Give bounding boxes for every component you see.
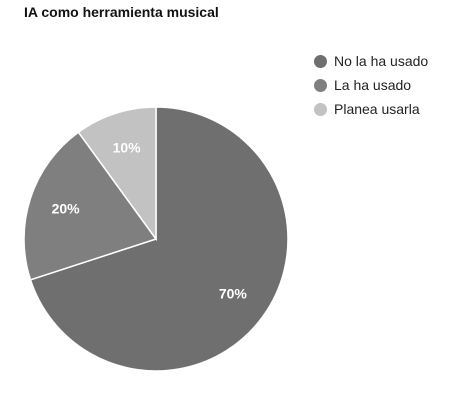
legend-swatch-icon (314, 55, 327, 68)
pie-slices (23, 106, 289, 372)
chart-legend: No la ha usado La ha usado Planea usarla (314, 52, 454, 124)
legend-item-planea-usarla[interactable]: Planea usarla (314, 100, 454, 119)
pie-slice-la-ha-usado[interactable] (23, 131, 158, 281)
legend-label: No la ha usado (334, 53, 429, 69)
legend-item-la-ha-usado[interactable]: La ha usado (314, 76, 454, 95)
legend-label: La ha usado (334, 77, 412, 93)
pie-slice-value-label: 70% (219, 286, 248, 302)
legend-swatch-icon (314, 103, 327, 116)
pie-slice-no-la-ha-usado[interactable] (29, 106, 289, 372)
pie-slice-planea-usarla[interactable] (77, 106, 157, 242)
legend-swatch-icon (314, 79, 327, 92)
pie-slice-labels: 70% 20% 10% (52, 139, 248, 301)
pie-slice-value-label: 20% (52, 200, 81, 216)
legend-label: Planea usarla (334, 101, 420, 117)
pie-slice-value-label: 10% (113, 139, 142, 155)
chart-title: IA como herramienta musical (24, 4, 219, 20)
legend-item-no-la-ha-usado[interactable]: No la ha usado (314, 52, 454, 71)
